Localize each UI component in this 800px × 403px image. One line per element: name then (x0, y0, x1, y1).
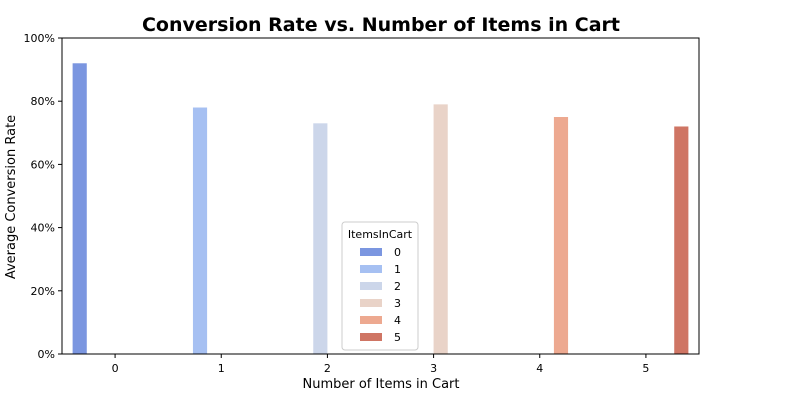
legend-label-4: 4 (394, 314, 401, 327)
y-tick-label: 0% (38, 348, 55, 361)
y-tick-label: 100% (24, 32, 55, 45)
chart-title: Conversion Rate vs. Number of Items in C… (142, 14, 620, 36)
legend-swatch-0 (360, 248, 382, 256)
legend: ItemsInCart 0 1 2 3 4 5 (341, 221, 419, 351)
bar-1-at-1 (192, 107, 208, 355)
bar-3-at-3 (433, 104, 448, 354)
x-axis-label: Number of Items in Cart (303, 377, 460, 392)
x-tick-label: 5 (642, 362, 649, 375)
legend-swatch-4 (360, 316, 382, 324)
bar-0-at-0 (72, 63, 87, 354)
legend-swatch-3 (360, 299, 382, 307)
legend-swatch-1 (360, 265, 382, 273)
y-tick-label: 60% (31, 158, 55, 171)
plot-area: 0% 20% 40% 60% 80% 100% 0 1 2 3 4 5 (24, 32, 700, 375)
x-tick-label: 2 (324, 362, 331, 375)
bar-5-at-5 (674, 126, 689, 354)
legend-title: ItemsInCart (348, 228, 413, 241)
y-tick-label: 80% (31, 95, 55, 108)
legend-label-0: 0 (394, 246, 401, 259)
bar-4-at-4 (553, 117, 569, 354)
legend-label-2: 2 (394, 280, 401, 293)
legend-label-1: 1 (394, 263, 401, 276)
x-tick-label: 0 (112, 362, 119, 375)
x-tick-label: 3 (430, 362, 437, 375)
y-tick-label: 40% (31, 222, 55, 235)
y-tick-label: 20% (31, 285, 55, 298)
bar-2-at-2 (313, 123, 328, 354)
legend-swatch-5 (360, 333, 382, 341)
y-axis-label: Average Conversion Rate (4, 115, 19, 279)
x-tick-label: 4 (536, 362, 543, 375)
legend-label-5: 5 (394, 331, 401, 344)
x-tick-label: 1 (218, 362, 225, 375)
legend-label-3: 3 (394, 297, 401, 310)
plot-frame (61, 37, 700, 355)
legend-swatch-2 (360, 282, 382, 290)
